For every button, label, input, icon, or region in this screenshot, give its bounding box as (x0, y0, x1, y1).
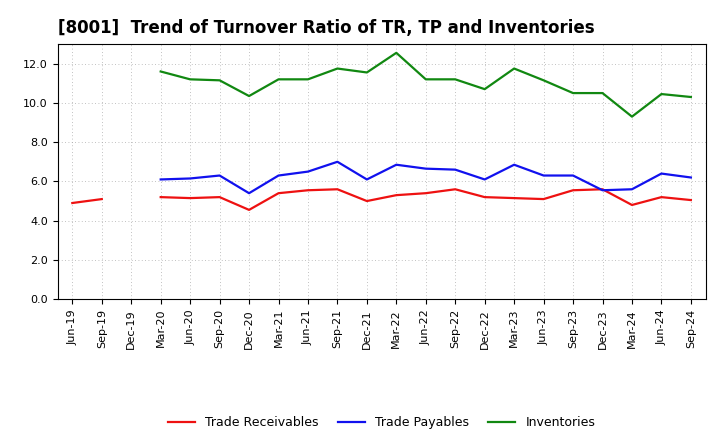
Inventories (657, 92, 666, 97)
Trade Payables (215, 173, 224, 178)
Trade Receivables (451, 187, 459, 192)
Inventories (156, 69, 165, 74)
Trade Payables (569, 173, 577, 178)
Inventories (539, 78, 548, 83)
Trade Payables (687, 175, 696, 180)
Trade Receivables (539, 196, 548, 202)
Trade Receivables (392, 193, 400, 198)
Trade Payables (392, 162, 400, 167)
Trade Receivables (215, 194, 224, 200)
Inventories (421, 77, 430, 82)
Trade Receivables (480, 194, 489, 200)
Trade Payables (156, 177, 165, 182)
Trade Receivables (245, 207, 253, 213)
Inventories (392, 50, 400, 55)
Trade Receivables (657, 194, 666, 200)
Trade Payables (510, 162, 518, 167)
Trade Payables (657, 171, 666, 176)
Inventories (569, 91, 577, 96)
Trade Payables (186, 176, 194, 181)
Inventories (480, 87, 489, 92)
Line: Inventories: Inventories (161, 53, 691, 117)
Inventories (274, 77, 283, 82)
Legend: Trade Receivables, Trade Payables, Inventories: Trade Receivables, Trade Payables, Inven… (164, 413, 599, 433)
Trade Receivables (333, 187, 342, 192)
Trade Payables (480, 177, 489, 182)
Trade Payables (539, 173, 548, 178)
Trade Receivables (421, 191, 430, 196)
Trade Receivables (97, 196, 106, 202)
Trade Receivables (156, 194, 165, 200)
Inventories (245, 93, 253, 99)
Trade Payables (245, 191, 253, 196)
Trade Payables (598, 187, 607, 193)
Trade Receivables (186, 195, 194, 201)
Trade Receivables (687, 198, 696, 203)
Trade Payables (363, 177, 372, 182)
Trade Receivables (274, 191, 283, 196)
Trade Payables (451, 167, 459, 172)
Trade Payables (421, 166, 430, 171)
Trade Payables (333, 159, 342, 165)
Inventories (215, 78, 224, 83)
Line: Trade Payables: Trade Payables (161, 162, 691, 193)
Trade Payables (274, 173, 283, 178)
Inventories (333, 66, 342, 71)
Trade Payables (628, 187, 636, 192)
Inventories (186, 77, 194, 82)
Trade Receivables (510, 195, 518, 201)
Trade Receivables (304, 187, 312, 193)
Inventories (451, 77, 459, 82)
Inventories (598, 91, 607, 96)
Inventories (304, 77, 312, 82)
Text: [8001]  Trend of Turnover Ratio of TR, TP and Inventories: [8001] Trend of Turnover Ratio of TR, TP… (58, 19, 594, 37)
Trade Receivables (68, 200, 76, 205)
Line: Trade Receivables: Trade Receivables (72, 189, 691, 210)
Inventories (687, 94, 696, 99)
Trade Receivables (628, 202, 636, 208)
Inventories (628, 114, 636, 119)
Trade Payables (304, 169, 312, 174)
Inventories (510, 66, 518, 71)
Trade Receivables (569, 187, 577, 193)
Trade Receivables (598, 187, 607, 192)
Inventories (363, 70, 372, 75)
Trade Receivables (363, 198, 372, 204)
